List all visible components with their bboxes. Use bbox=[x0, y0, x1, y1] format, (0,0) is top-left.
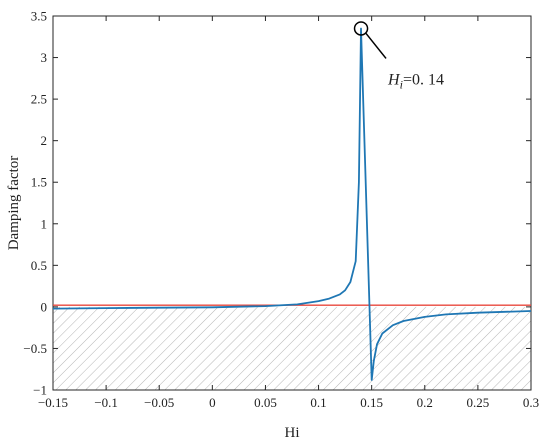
x-tick-label: −0.1 bbox=[94, 395, 118, 410]
peak-marker-circle bbox=[353, 21, 369, 36]
annotation-label-rest: =0. 14 bbox=[403, 71, 444, 88]
x-tick-label: 0.2 bbox=[417, 395, 433, 410]
annotation-label: Hi=0. 14 bbox=[387, 71, 444, 91]
y-axis-label: Damping factor bbox=[6, 156, 22, 251]
annotation-label-sub: i bbox=[400, 77, 403, 91]
y-tick-label: −0.5 bbox=[23, 341, 47, 356]
annotation-label-main: H bbox=[387, 71, 401, 88]
x-tick-label: −0.05 bbox=[144, 395, 174, 410]
damping-factor-line bbox=[52, 27, 532, 381]
series-layer bbox=[52, 27, 532, 381]
x-axis-label: Hi bbox=[285, 425, 300, 441]
x-tick-label: 0.25 bbox=[467, 395, 490, 410]
x-tick-label: 0.15 bbox=[360, 395, 383, 410]
annotation-leader-line bbox=[365, 32, 387, 59]
x-tick-label: 0 bbox=[209, 395, 216, 410]
x-tick-label: 0.1 bbox=[310, 395, 326, 410]
plot-area-frame bbox=[52, 15, 532, 391]
y-tick-label: 0 bbox=[41, 299, 48, 314]
peak-annotation: Hi=0. 14 bbox=[353, 21, 444, 91]
hatched-region bbox=[53, 306, 531, 390]
axis-tick-labels: −0.15 −0.1 −0.05 0 0.05 0.1 0.15 0.2 0.25 0.3 −1 −0… bbox=[23, 9, 539, 411]
y-tick-label: 1.5 bbox=[31, 175, 47, 190]
x-tick-label: 0.3 bbox=[523, 395, 539, 410]
y-tick-label: 1 bbox=[41, 216, 48, 231]
y-tick-label: −1 bbox=[33, 383, 47, 398]
axis-ticks bbox=[52, 15, 532, 391]
y-tick-label: 2 bbox=[41, 133, 48, 148]
y-tick-label: 2.5 bbox=[31, 92, 47, 107]
y-tick-label: 3 bbox=[41, 50, 48, 65]
x-tick-label: 0.05 bbox=[254, 395, 277, 410]
x-tick-label: −0.15 bbox=[38, 395, 68, 410]
y-tick-label: 0.5 bbox=[31, 258, 47, 273]
y-tick-label: 3.5 bbox=[31, 9, 47, 24]
